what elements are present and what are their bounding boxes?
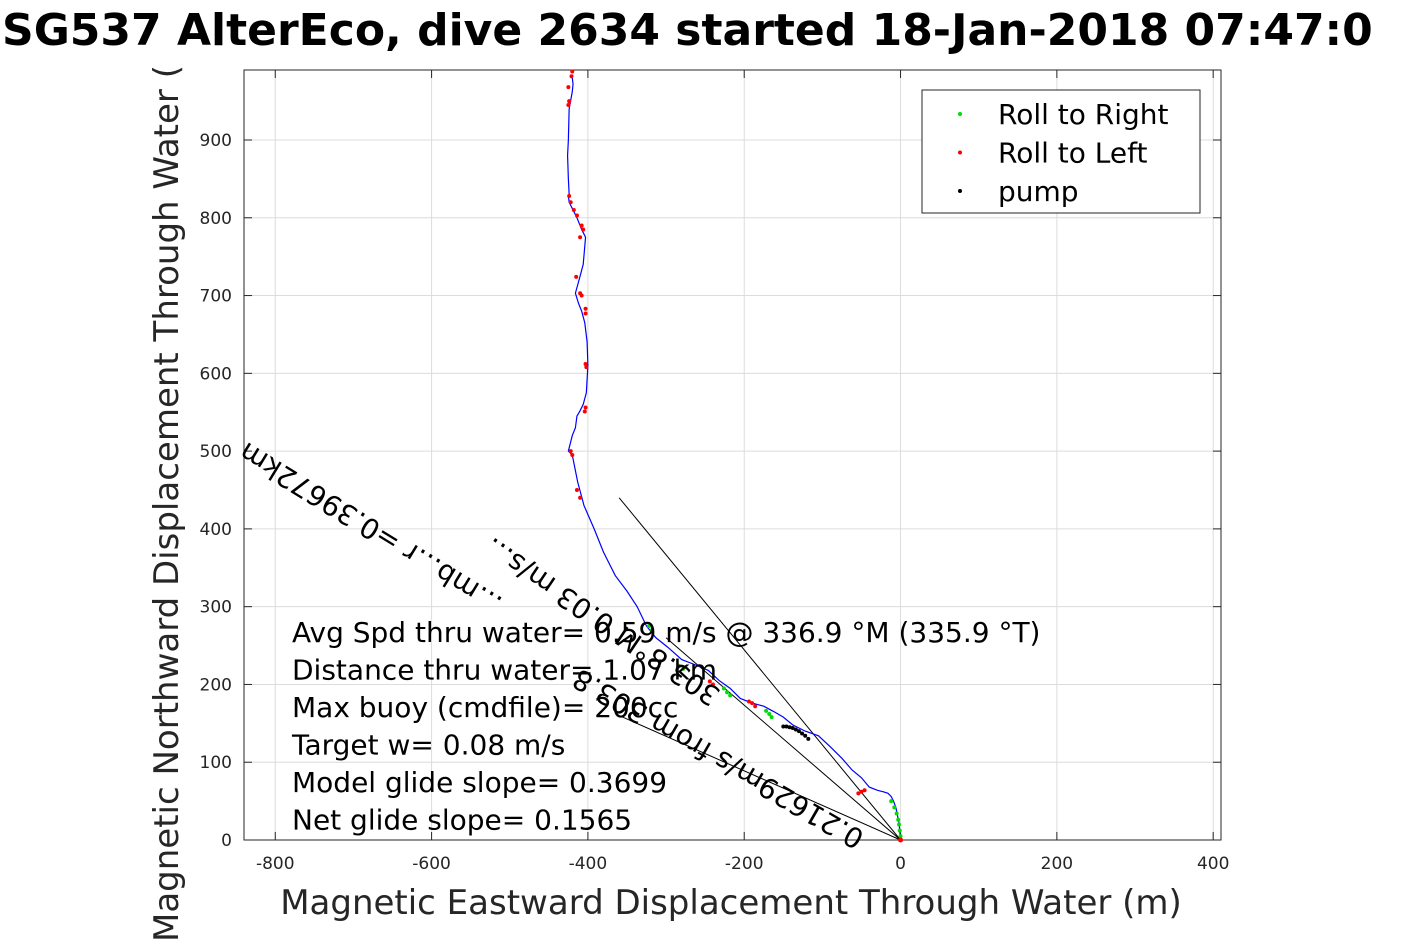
y-tick-label: 100: [200, 753, 232, 773]
roll-right-point: [646, 624, 651, 629]
pump-point: [796, 729, 801, 734]
chart-title: SG537 AlterEco, dive 2634 started 18-Jan…: [2, 5, 1373, 56]
roll-right-point: [649, 628, 654, 632]
roll-left-point: [862, 788, 867, 793]
roll-left-point: [750, 701, 755, 706]
roll-left-point: [710, 682, 715, 687]
roll-left-point: [578, 291, 583, 296]
x-tick-label: -800: [256, 854, 295, 874]
legend-marker: [958, 189, 962, 193]
roll-left-point: [582, 409, 587, 414]
pump-point: [787, 725, 792, 730]
roll-left-point: [567, 194, 572, 198]
annotation-line: Max buoy (cmdfile)= 200cc: [292, 691, 678, 724]
axes-box: [243, 69, 1222, 841]
y-tick-label: 400: [200, 520, 232, 540]
legend: Roll to Right Roll to Left pump: [921, 89, 1201, 214]
y-axis-label: Magnetic Northward Displacement Through …: [147, 65, 187, 942]
roll-left-point: [753, 704, 758, 709]
roll-left-point: [574, 488, 579, 492]
roll-left-point: [568, 449, 573, 454]
roll-right-point: [892, 805, 897, 810]
annotation-line: Distance thru water= 1.07 km: [292, 654, 717, 687]
roll-left-point: [578, 235, 583, 240]
annotation-line: Avg Spd thru water= 0.59 m/s @ 336.9 °M …: [292, 616, 1040, 649]
origin-point: [898, 837, 904, 843]
roll-left-point: [578, 495, 583, 500]
roll-right-point: [721, 686, 726, 691]
y-tick-label: 300: [200, 598, 232, 618]
annotation-block: Avg Spd thru water= 0.59 m/s @ 336.9 °M …: [291, 616, 1040, 837]
pump-point: [800, 731, 805, 736]
roll-left-point: [856, 791, 861, 796]
roll-right-point: [725, 690, 730, 695]
roll-left-point: [570, 69, 575, 74]
roll-right-point: [896, 822, 901, 827]
y-tick-label: 600: [200, 364, 232, 384]
legend-marker: [958, 112, 962, 116]
roll-right-point: [767, 712, 772, 716]
roll-left-point: [581, 227, 586, 232]
pump-point: [806, 736, 811, 741]
roll-left-point: [746, 699, 751, 704]
roll-left-point: [579, 223, 584, 228]
roll-left-point: [707, 679, 712, 684]
roll-right-point: [764, 708, 769, 713]
roll-right-point: [728, 693, 733, 698]
pump-point: [790, 726, 795, 730]
roll-right-point: [897, 828, 902, 833]
roll-right-point: [676, 663, 681, 668]
x-tick-label: 400: [1197, 854, 1229, 874]
annotation-line: Model glide slope= 0.3699: [292, 766, 667, 799]
y-tick-label: 700: [200, 287, 232, 307]
legend-label: Roll to Right: [998, 98, 1169, 131]
roll-right-point: [769, 715, 774, 720]
y-tick-label: 200: [200, 675, 232, 695]
roll-left-point: [568, 200, 573, 205]
legend-label: pump: [998, 175, 1079, 208]
roll-left-point: [567, 99, 572, 104]
roll-right-point: [894, 811, 899, 816]
x-axis-label: Magnetic Eastward Displacement Through W…: [280, 883, 1182, 923]
ray-line: [618, 715, 901, 841]
pump-point: [803, 733, 808, 738]
roll-left-point: [583, 405, 588, 410]
roll-left-point: [570, 453, 575, 457]
roll-left-point: [571, 208, 576, 212]
y-tick-label: 500: [200, 442, 232, 462]
roll-left-point: [566, 85, 571, 90]
roll-right-point: [889, 799, 894, 804]
annotation-line: Target w= 0.08 m/s: [291, 729, 565, 762]
roll-left-point: [574, 213, 579, 218]
pump-point: [793, 727, 798, 732]
y-tick-label: 800: [200, 209, 232, 229]
x-tick-label: 0: [895, 854, 906, 874]
roll-left-point: [574, 274, 579, 279]
x-tick-label: -600: [412, 854, 451, 874]
pump-point: [781, 724, 786, 729]
roll-right-point: [681, 666, 686, 671]
roll-left-point: [583, 306, 588, 311]
legend-label: Roll to Left: [998, 137, 1147, 170]
roll-left-point: [583, 311, 588, 316]
legend-box: [921, 89, 1201, 214]
annotation-line: Net glide slope= 0.1565: [292, 804, 632, 837]
ray-line: [618, 497, 901, 841]
roll-left-point: [583, 362, 588, 366]
roll-left-point: [566, 103, 571, 107]
roll-right-point: [896, 817, 901, 822]
legend-marker: [958, 150, 962, 155]
y-tick-label: 900: [200, 131, 232, 151]
roll-left-point: [584, 365, 589, 370]
ray-line: [665, 637, 901, 841]
roll-left-point: [859, 789, 864, 794]
y-tick-label: 0: [221, 831, 232, 851]
roll-left-point: [569, 74, 574, 79]
x-tick-label: -400: [569, 854, 608, 874]
pump-point: [784, 724, 789, 729]
roll-right-point: [898, 834, 903, 839]
x-tick-label: 200: [1041, 854, 1073, 874]
x-tick-label: -200: [725, 854, 764, 874]
